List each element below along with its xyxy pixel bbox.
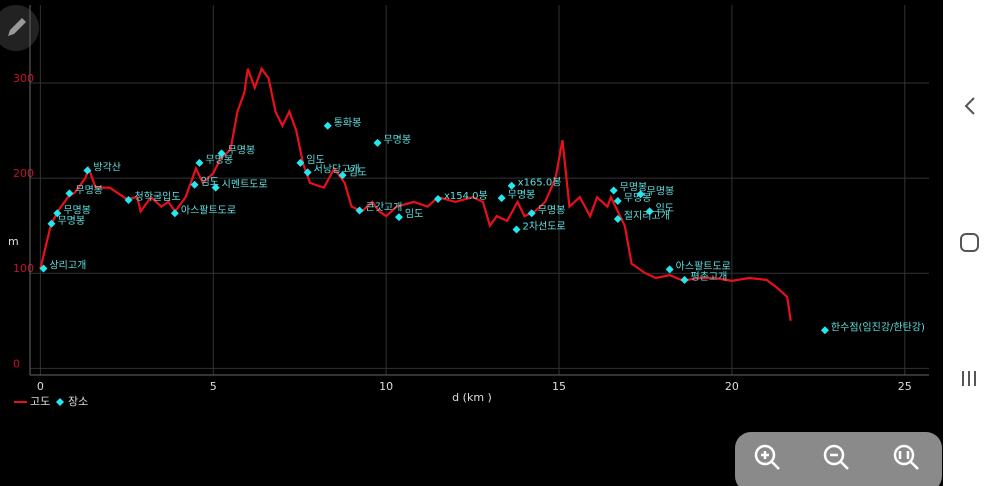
place-marker bbox=[211, 183, 220, 192]
place-marker bbox=[338, 171, 347, 180]
place-label: 아스팔트도로 bbox=[181, 204, 236, 216]
place-label: 임도 bbox=[349, 165, 367, 178]
place-marker bbox=[303, 168, 312, 177]
zoom-panel bbox=[735, 432, 942, 486]
x-axis-label: d (km ) bbox=[452, 391, 492, 404]
place-label: 2차선도로 bbox=[522, 220, 565, 232]
place-label: x154.0봉 bbox=[444, 190, 488, 202]
home-button[interactable] bbox=[960, 233, 979, 252]
place-marker bbox=[613, 196, 622, 205]
place-marker bbox=[507, 181, 516, 190]
place-label: 무명봉 bbox=[508, 189, 536, 201]
y-tick-label: 0 bbox=[13, 357, 20, 370]
place-marker bbox=[124, 195, 133, 204]
x-tick-label: 25 bbox=[898, 380, 912, 393]
place-label: 무명봉 bbox=[620, 181, 648, 193]
place-label: 방각산 bbox=[93, 162, 121, 174]
place-label: 무명봉 bbox=[205, 154, 233, 166]
elevation-line bbox=[39, 66, 792, 321]
place-label: 청학굴입도 bbox=[135, 190, 181, 203]
place-marker bbox=[613, 215, 622, 224]
legend-marker bbox=[56, 398, 64, 406]
place-label: 무명봉 bbox=[63, 204, 91, 216]
recents-button[interactable] bbox=[962, 371, 976, 386]
place-marker bbox=[609, 186, 618, 195]
place-label: 큰갓고개 bbox=[366, 201, 403, 213]
place-marker bbox=[680, 275, 689, 284]
place-marker bbox=[512, 225, 521, 234]
place-marker bbox=[83, 166, 92, 175]
place-label: 서낭당고개 bbox=[314, 163, 360, 175]
place-label: 통화봉 bbox=[334, 117, 362, 129]
pencil-button[interactable] bbox=[0, 5, 39, 51]
zoom-fit-button[interactable] bbox=[893, 444, 919, 470]
legend-label: 고도 bbox=[30, 395, 50, 408]
place-marker bbox=[65, 189, 74, 198]
place-label: 임도 bbox=[656, 201, 674, 214]
plot: 0 5 10 15 20 250100200300상리고개무명봉무명봉무명봉방각산청학굴입… bbox=[13, 5, 929, 408]
place-label: 절지리고개 bbox=[624, 209, 670, 222]
place-label: 임도 bbox=[306, 153, 324, 166]
place-marker bbox=[636, 190, 645, 199]
x-tick-label: 5 bbox=[210, 380, 217, 393]
nav-bar bbox=[943, 0, 1000, 486]
place-label: 아스팔트도로 bbox=[676, 260, 731, 272]
place-marker bbox=[217, 149, 226, 158]
place-label: 무명봉 bbox=[538, 204, 566, 216]
place-marker bbox=[355, 206, 364, 215]
place-marker bbox=[665, 265, 674, 274]
place-label: 임도 bbox=[201, 175, 219, 188]
place-label: 상리고개 bbox=[49, 259, 86, 271]
place-marker bbox=[323, 121, 332, 130]
y-tick-label: 300 bbox=[13, 72, 34, 85]
x-tick-label: 15 bbox=[552, 380, 566, 393]
place-label: 무명봉 bbox=[624, 192, 652, 204]
y-tick-label: 100 bbox=[13, 262, 34, 275]
place-label: 무명봉 bbox=[75, 184, 103, 196]
place-label: 무명봉 bbox=[383, 134, 411, 146]
x-tick-label: 20 bbox=[725, 380, 739, 393]
place-label: 시멘트도로 bbox=[222, 179, 268, 191]
place-marker bbox=[527, 209, 536, 218]
place-label: 무명봉 bbox=[647, 185, 675, 197]
place-marker bbox=[434, 195, 443, 204]
place-marker bbox=[394, 213, 403, 222]
place-label: x165.0봉 bbox=[518, 177, 562, 189]
x-tick-label: 10 bbox=[379, 380, 393, 393]
place-label: 임도 bbox=[405, 207, 423, 220]
legend-label: 장소 bbox=[68, 395, 88, 408]
y-axis-label: m bbox=[8, 235, 19, 248]
place-marker bbox=[47, 219, 56, 228]
zoom-out-button[interactable] bbox=[823, 444, 849, 470]
place-marker bbox=[39, 264, 48, 273]
place-marker bbox=[53, 209, 62, 218]
place-marker bbox=[373, 138, 382, 147]
place-marker bbox=[296, 158, 305, 167]
place-marker bbox=[195, 158, 204, 167]
place-marker bbox=[497, 194, 506, 203]
place-marker bbox=[820, 326, 829, 335]
y-tick-label: 200 bbox=[13, 167, 34, 180]
place-marker bbox=[190, 180, 199, 189]
place-label: 한수점(임진강/한탄강) bbox=[831, 320, 925, 333]
zoom-in-button[interactable] bbox=[754, 444, 780, 470]
place-marker bbox=[170, 209, 179, 218]
x-tick-label: 0 bbox=[37, 380, 44, 393]
place-label: 무명봉 bbox=[57, 215, 85, 227]
back-button[interactable] bbox=[964, 97, 975, 115]
place-marker bbox=[645, 207, 654, 216]
place-label: 평촌고개 bbox=[691, 271, 728, 283]
place-label: 무명봉 bbox=[228, 144, 256, 156]
